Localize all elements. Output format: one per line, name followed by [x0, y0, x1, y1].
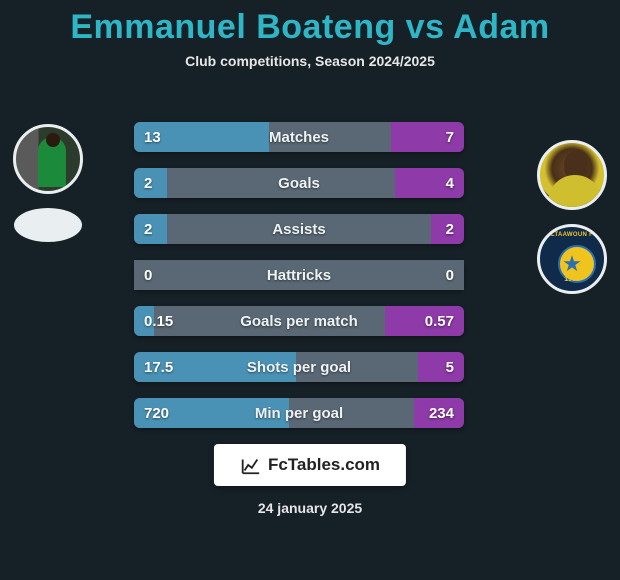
right-player-avatar [537, 140, 607, 210]
brand-badge: FcTables.com [214, 444, 406, 486]
stat-row: 0Hattricks0 [134, 260, 464, 290]
stat-label: Min per goal [134, 398, 464, 428]
brand-logo-icon [240, 454, 262, 476]
stat-value-right: 7 [446, 122, 454, 152]
stat-label: Assists [134, 214, 464, 244]
stat-label: Matches [134, 122, 464, 152]
stat-value-right: 2 [446, 214, 454, 244]
page-subtitle: Club competitions, Season 2024/2025 [0, 53, 620, 69]
left-club-badge [14, 208, 82, 242]
stat-row: 2Goals4 [134, 168, 464, 198]
right-player-column: ALTAAWOUN FC 1956 [532, 140, 612, 294]
page-title: Emmanuel Boateng vs Adam [0, 0, 620, 47]
stat-row: 17.5Shots per goal5 [134, 352, 464, 382]
stat-row: 2Assists2 [134, 214, 464, 244]
stat-row: 720Min per goal234 [134, 398, 464, 428]
right-club-name: ALTAAWOUN FC [540, 232, 604, 238]
stat-value-right: 0 [446, 260, 454, 290]
left-player-column [8, 124, 88, 242]
stat-value-right: 0.57 [425, 306, 454, 336]
stat-row: 0.15Goals per match0.57 [134, 306, 464, 336]
stat-label: Hattricks [134, 260, 464, 290]
left-player-avatar [13, 124, 83, 194]
stat-value-right: 234 [429, 398, 454, 428]
stats-rows: 13Matches72Goals42Assists20Hattricks00.1… [134, 122, 464, 444]
brand-text: FcTables.com [268, 455, 380, 475]
stat-value-right: 4 [446, 168, 454, 198]
stat-value-right: 5 [446, 352, 454, 382]
stat-row: 13Matches7 [134, 122, 464, 152]
footer-date: 24 january 2025 [0, 500, 620, 516]
stat-label: Shots per goal [134, 352, 464, 382]
right-club-year: 1956 [540, 276, 604, 283]
right-club-badge: ALTAAWOUN FC 1956 [537, 224, 607, 294]
stat-label: Goals [134, 168, 464, 198]
stat-label: Goals per match [134, 306, 464, 336]
